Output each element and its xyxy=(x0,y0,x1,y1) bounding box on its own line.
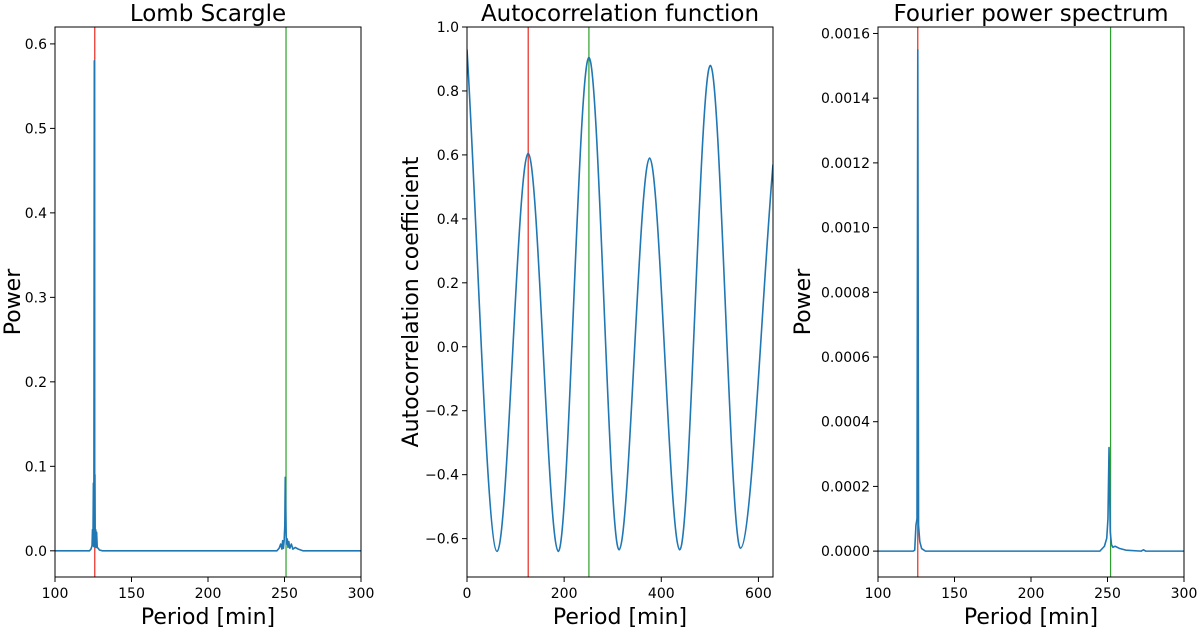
chart-title: Fourier power spectrum xyxy=(893,1,1168,27)
y-tick-label: 0.4 xyxy=(25,206,47,222)
y-tick-label: 0.6 xyxy=(437,148,459,164)
y-tick-label: 0.0016 xyxy=(821,26,870,42)
chart-title: Autocorrelation function xyxy=(481,1,759,27)
y-tick-label: 0.8 xyxy=(437,84,459,100)
y-tick-label: 0.0000 xyxy=(821,544,870,560)
axes-frame xyxy=(54,26,362,578)
x-tick-label: 150 xyxy=(118,586,145,602)
chart-title: Lomb Scargle xyxy=(130,1,286,27)
axes-frame xyxy=(466,26,774,578)
y-tick-label: 0.1 xyxy=(25,459,47,475)
y-tick-label: −0.4 xyxy=(425,468,459,484)
y-tick-label: −0.2 xyxy=(425,404,459,420)
y-tick-label: 0.4 xyxy=(437,212,459,228)
y-tick-label: 0.0010 xyxy=(821,221,870,237)
x-tick-label: 250 xyxy=(271,586,298,602)
y-tick-label: 0.0 xyxy=(437,340,459,356)
axes-frame xyxy=(877,26,1185,578)
y-axis-label: Power xyxy=(1,268,26,335)
x-tick-label: 300 xyxy=(1171,586,1198,602)
y-tick-label: 0.0004 xyxy=(821,415,870,431)
y-tick-label: −0.6 xyxy=(425,532,459,548)
y-tick-label: 0.3 xyxy=(25,290,47,306)
panel-lomb-scargle: 100 150 200 250 300 0.0 0.1 0.2 0.3 0.4 0.5 0.6 Lomb… xyxy=(1,1,374,630)
x-axis-label: Period [min] xyxy=(141,605,275,630)
y-tick-label: 0.2 xyxy=(25,375,47,391)
y-tick-label: 1.0 xyxy=(437,20,459,36)
x-tick-label: 0 xyxy=(463,586,472,602)
y-tick-label: 0.0006 xyxy=(821,350,870,366)
panel-autocorrelation: 0 200 400 600 −0.6 −0.4 −0.2 0.0 0.2 0.4 0.6 0.8 1.0… xyxy=(399,1,774,630)
y-tick-label: 0.0012 xyxy=(821,156,870,172)
x-tick-label: 300 xyxy=(348,586,375,602)
y-tick-label: 0.5 xyxy=(25,121,47,137)
x-tick-label: 100 xyxy=(865,586,892,602)
x-tick-label: 200 xyxy=(195,586,222,602)
x-tick-label: 400 xyxy=(648,586,675,602)
x-axis-label: Period [min] xyxy=(553,605,687,630)
series-line xyxy=(878,48,1184,552)
y-axis-label: Autocorrelation coefficient xyxy=(399,156,424,447)
y-tick-label: 0.6 xyxy=(25,37,47,53)
y-tick-label: 0.0014 xyxy=(821,91,870,107)
y-axis-label: Power xyxy=(791,268,816,335)
y-tick-label: 0.0 xyxy=(25,544,47,560)
x-axis-label: Period [min] xyxy=(964,605,1098,630)
x-tick-label: 100 xyxy=(42,586,69,602)
y-tick-label: 0.2 xyxy=(437,276,459,292)
x-tick-label: 200 xyxy=(551,586,578,602)
y-tick-label: 0.0008 xyxy=(821,285,870,301)
series-line xyxy=(467,49,773,553)
x-tick-label: 600 xyxy=(745,586,772,602)
panel-fourier-power-spectrum: 100 150 200 250 300 0.0000 0.0002 0.0004 0.0006 0… xyxy=(791,1,1197,630)
x-tick-label: 150 xyxy=(941,586,968,602)
series-line xyxy=(55,59,361,552)
y-tick-label: 0.0002 xyxy=(821,479,870,495)
x-tick-label: 250 xyxy=(1094,586,1121,602)
x-tick-label: 200 xyxy=(1018,586,1045,602)
